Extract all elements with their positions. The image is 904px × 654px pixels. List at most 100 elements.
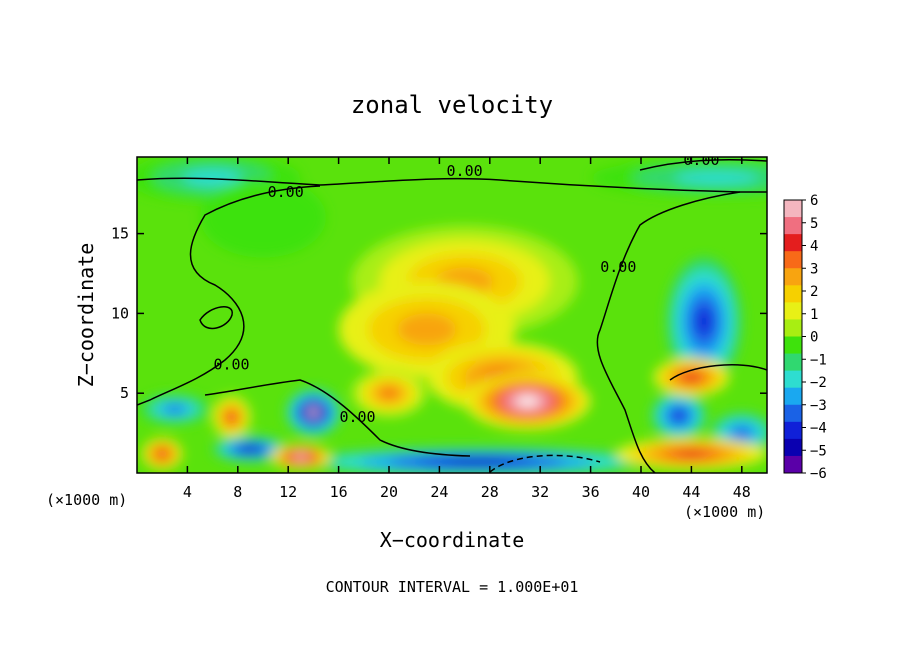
colorbar-label: −3 <box>810 398 827 414</box>
y-tick-label: 15 <box>111 225 129 243</box>
velocity-blob <box>285 388 342 437</box>
colorbar-segment <box>784 302 802 320</box>
contour-line-right <box>596 191 741 473</box>
colorbar-label: −6 <box>810 466 827 482</box>
velocity-blob <box>666 257 742 386</box>
velocity-blob <box>300 447 654 473</box>
colorbar-label: 0 <box>810 330 818 346</box>
x-tick-label: 20 <box>380 483 398 501</box>
colorbar-segment <box>784 234 802 252</box>
contour-line-right-loop <box>669 364 767 381</box>
x-axis-label: X−coordinate <box>380 528 525 552</box>
velocity-level <box>447 459 507 465</box>
x-tick-label: 24 <box>430 483 448 501</box>
velocity-level <box>309 408 318 416</box>
velocity-blob <box>653 358 730 397</box>
colorbar-label: 4 <box>810 239 818 255</box>
contour-label: 0.00 <box>268 183 304 201</box>
velocity-level <box>397 313 457 346</box>
colorbar-segment <box>784 370 802 389</box>
contour-line-top-right <box>639 158 767 171</box>
velocity-level <box>696 308 712 335</box>
x-tick-label: 40 <box>632 483 650 501</box>
velocity-blob <box>211 394 252 440</box>
velocity-level <box>231 197 295 238</box>
x-tick-label: 32 <box>531 483 549 501</box>
x-tick-label: 4 <box>183 483 192 501</box>
colorbar-label: −4 <box>810 421 827 437</box>
y-tick-label: 5 <box>120 384 129 402</box>
colorbar-segment <box>784 251 802 269</box>
velocity-blob <box>351 369 427 418</box>
velocity-blob <box>464 372 591 430</box>
x-tick-label: 12 <box>279 483 297 501</box>
colorbar-label: 3 <box>810 261 818 277</box>
x-unit-right: (×1000 m) <box>684 503 765 521</box>
x-tick-label: 28 <box>481 483 499 501</box>
x-unit-left: (×1000 m) <box>46 491 127 509</box>
colorbar-segment <box>784 438 802 457</box>
velocity-field <box>137 157 767 473</box>
velocity-level <box>296 455 306 459</box>
colorbar-segment <box>784 285 802 303</box>
velocity-level <box>676 450 707 458</box>
colorbar-label: 2 <box>810 284 818 300</box>
x-tick-label: 48 <box>733 483 751 501</box>
contour-line-lower <box>204 379 471 457</box>
velocity-level <box>167 405 183 413</box>
x-tick-label: 36 <box>582 483 600 501</box>
colorbar-segment <box>784 387 802 406</box>
colorbar-segment <box>784 353 802 372</box>
velocity-level <box>183 169 243 186</box>
colorbar-label: −2 <box>810 375 827 391</box>
x-tick-label: 16 <box>330 483 348 501</box>
plot-area: 0.00 0.00 0.00 0.00 0.00 0.00 <box>137 151 767 473</box>
colorbar-label: 5 <box>810 216 818 232</box>
velocity-level <box>673 410 685 421</box>
x-tick-label: 8 <box>233 483 242 501</box>
chart-title: zonal velocity <box>351 91 553 119</box>
colorbar-label: −1 <box>810 352 827 368</box>
y-axis-ticks: 5 10 15 <box>111 225 767 402</box>
contour-label: 0.00 <box>213 355 249 373</box>
contour-line-bottom-dashed <box>489 454 601 473</box>
colorbar-label: 1 <box>810 307 818 323</box>
colorbar-segment <box>784 268 802 286</box>
velocity-level <box>244 446 257 452</box>
contour-labels: 0.00 0.00 0.00 0.00 0.00 0.00 <box>213 151 719 426</box>
velocity-level <box>674 171 759 185</box>
velocity-blob <box>212 436 289 462</box>
x-axis-ticks: 4 8 12 16 20 24 28 32 36 40 44 48 <box>183 157 751 501</box>
plot-frame <box>136 156 768 474</box>
contour-label: 0.00 <box>600 258 636 276</box>
colorbar: 6 5 4 3 2 1 0 −1 −2 −3 −4 −5 −6 <box>783 193 827 482</box>
y-axis-label: Z−coordinate <box>74 243 98 388</box>
contour-label: 0.00 <box>447 162 483 180</box>
contour-line-top <box>137 177 767 193</box>
velocity-level <box>733 427 750 439</box>
colorbar-segment <box>784 421 802 440</box>
velocity-blob <box>590 158 767 197</box>
velocity-level <box>518 397 537 406</box>
colorbar-segment <box>784 455 802 474</box>
velocity-level <box>158 450 167 458</box>
contour-line-small-loop <box>199 306 233 330</box>
velocity-level <box>683 373 699 382</box>
velocity-blob <box>270 444 332 470</box>
contour-label: 0.00 <box>683 151 719 169</box>
colorbar-label: −5 <box>810 443 827 459</box>
colorbar-segment <box>784 319 802 337</box>
contour-label: 0.00 <box>339 408 375 426</box>
colorbar-label: 6 <box>810 193 818 209</box>
contour-interval-note: CONTOUR INTERVAL = 1.000E+01 <box>326 578 579 596</box>
velocity-blob <box>200 177 326 258</box>
contour-line-left <box>137 185 321 406</box>
velocity-blob <box>651 391 707 440</box>
velocity-level <box>381 388 397 398</box>
x-tick-label: 44 <box>682 483 700 501</box>
colorbar-segment <box>784 336 802 355</box>
zero-contours <box>137 158 767 473</box>
velocity-blob <box>615 437 767 470</box>
colorbar-segment <box>784 217 802 235</box>
